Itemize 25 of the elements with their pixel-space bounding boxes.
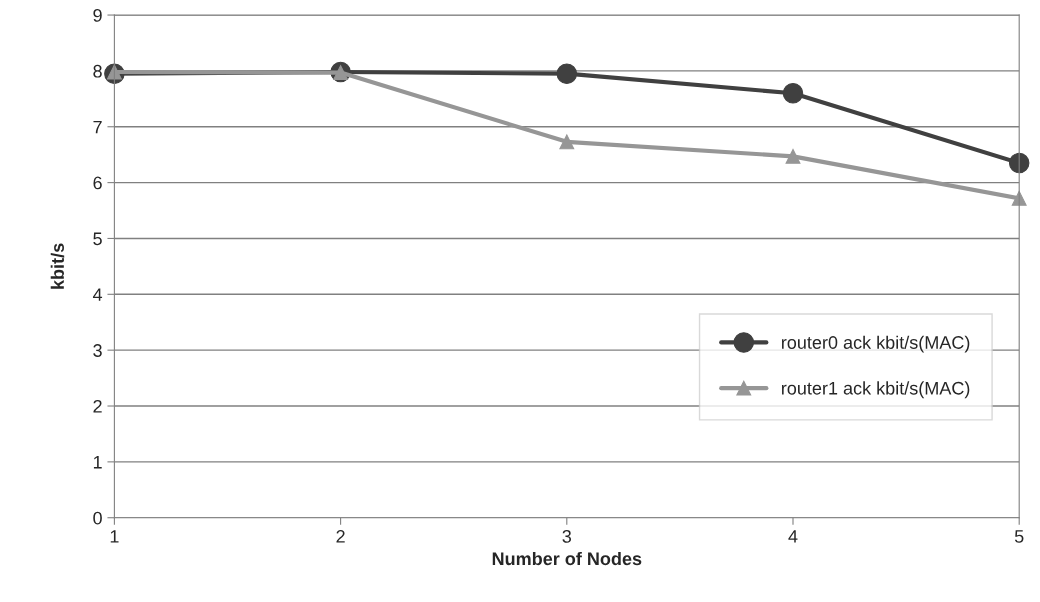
x-tick-label: 3 (562, 530, 572, 543)
y-axis-title: kbit/s (50, 243, 65, 289)
legend-label: router1 ack kbit/s(MAC) (781, 381, 970, 399)
y-tick-label: 3 (93, 344, 102, 357)
x-tick-label: 2 (336, 530, 345, 543)
y-tick-label: 5 (93, 232, 102, 246)
x-tick-label: 5 (1014, 530, 1024, 543)
y-tick-label: 4 (92, 288, 103, 301)
point (1011, 190, 1027, 206)
point (556, 63, 578, 84)
x-tick-label: 4 (788, 530, 798, 543)
x-axis-title: Number of Nodes (492, 551, 642, 566)
y-tick-label: 8 (93, 64, 102, 78)
y-tick-label: 6 (93, 176, 102, 190)
point (1008, 152, 1030, 174)
point (782, 83, 804, 104)
y-tick-label: 2 (93, 399, 102, 413)
x-tick-label: 1 (110, 530, 119, 543)
legend-label: router0 ack kbit/s(MAC) (781, 335, 970, 353)
y-tick-label: 0 (93, 511, 102, 525)
point (785, 148, 801, 164)
y-tick-label: 7 (93, 120, 102, 134)
point (559, 134, 575, 150)
y-tick-label: 1 (93, 455, 102, 469)
y-tick-label: 9 (93, 8, 102, 22)
